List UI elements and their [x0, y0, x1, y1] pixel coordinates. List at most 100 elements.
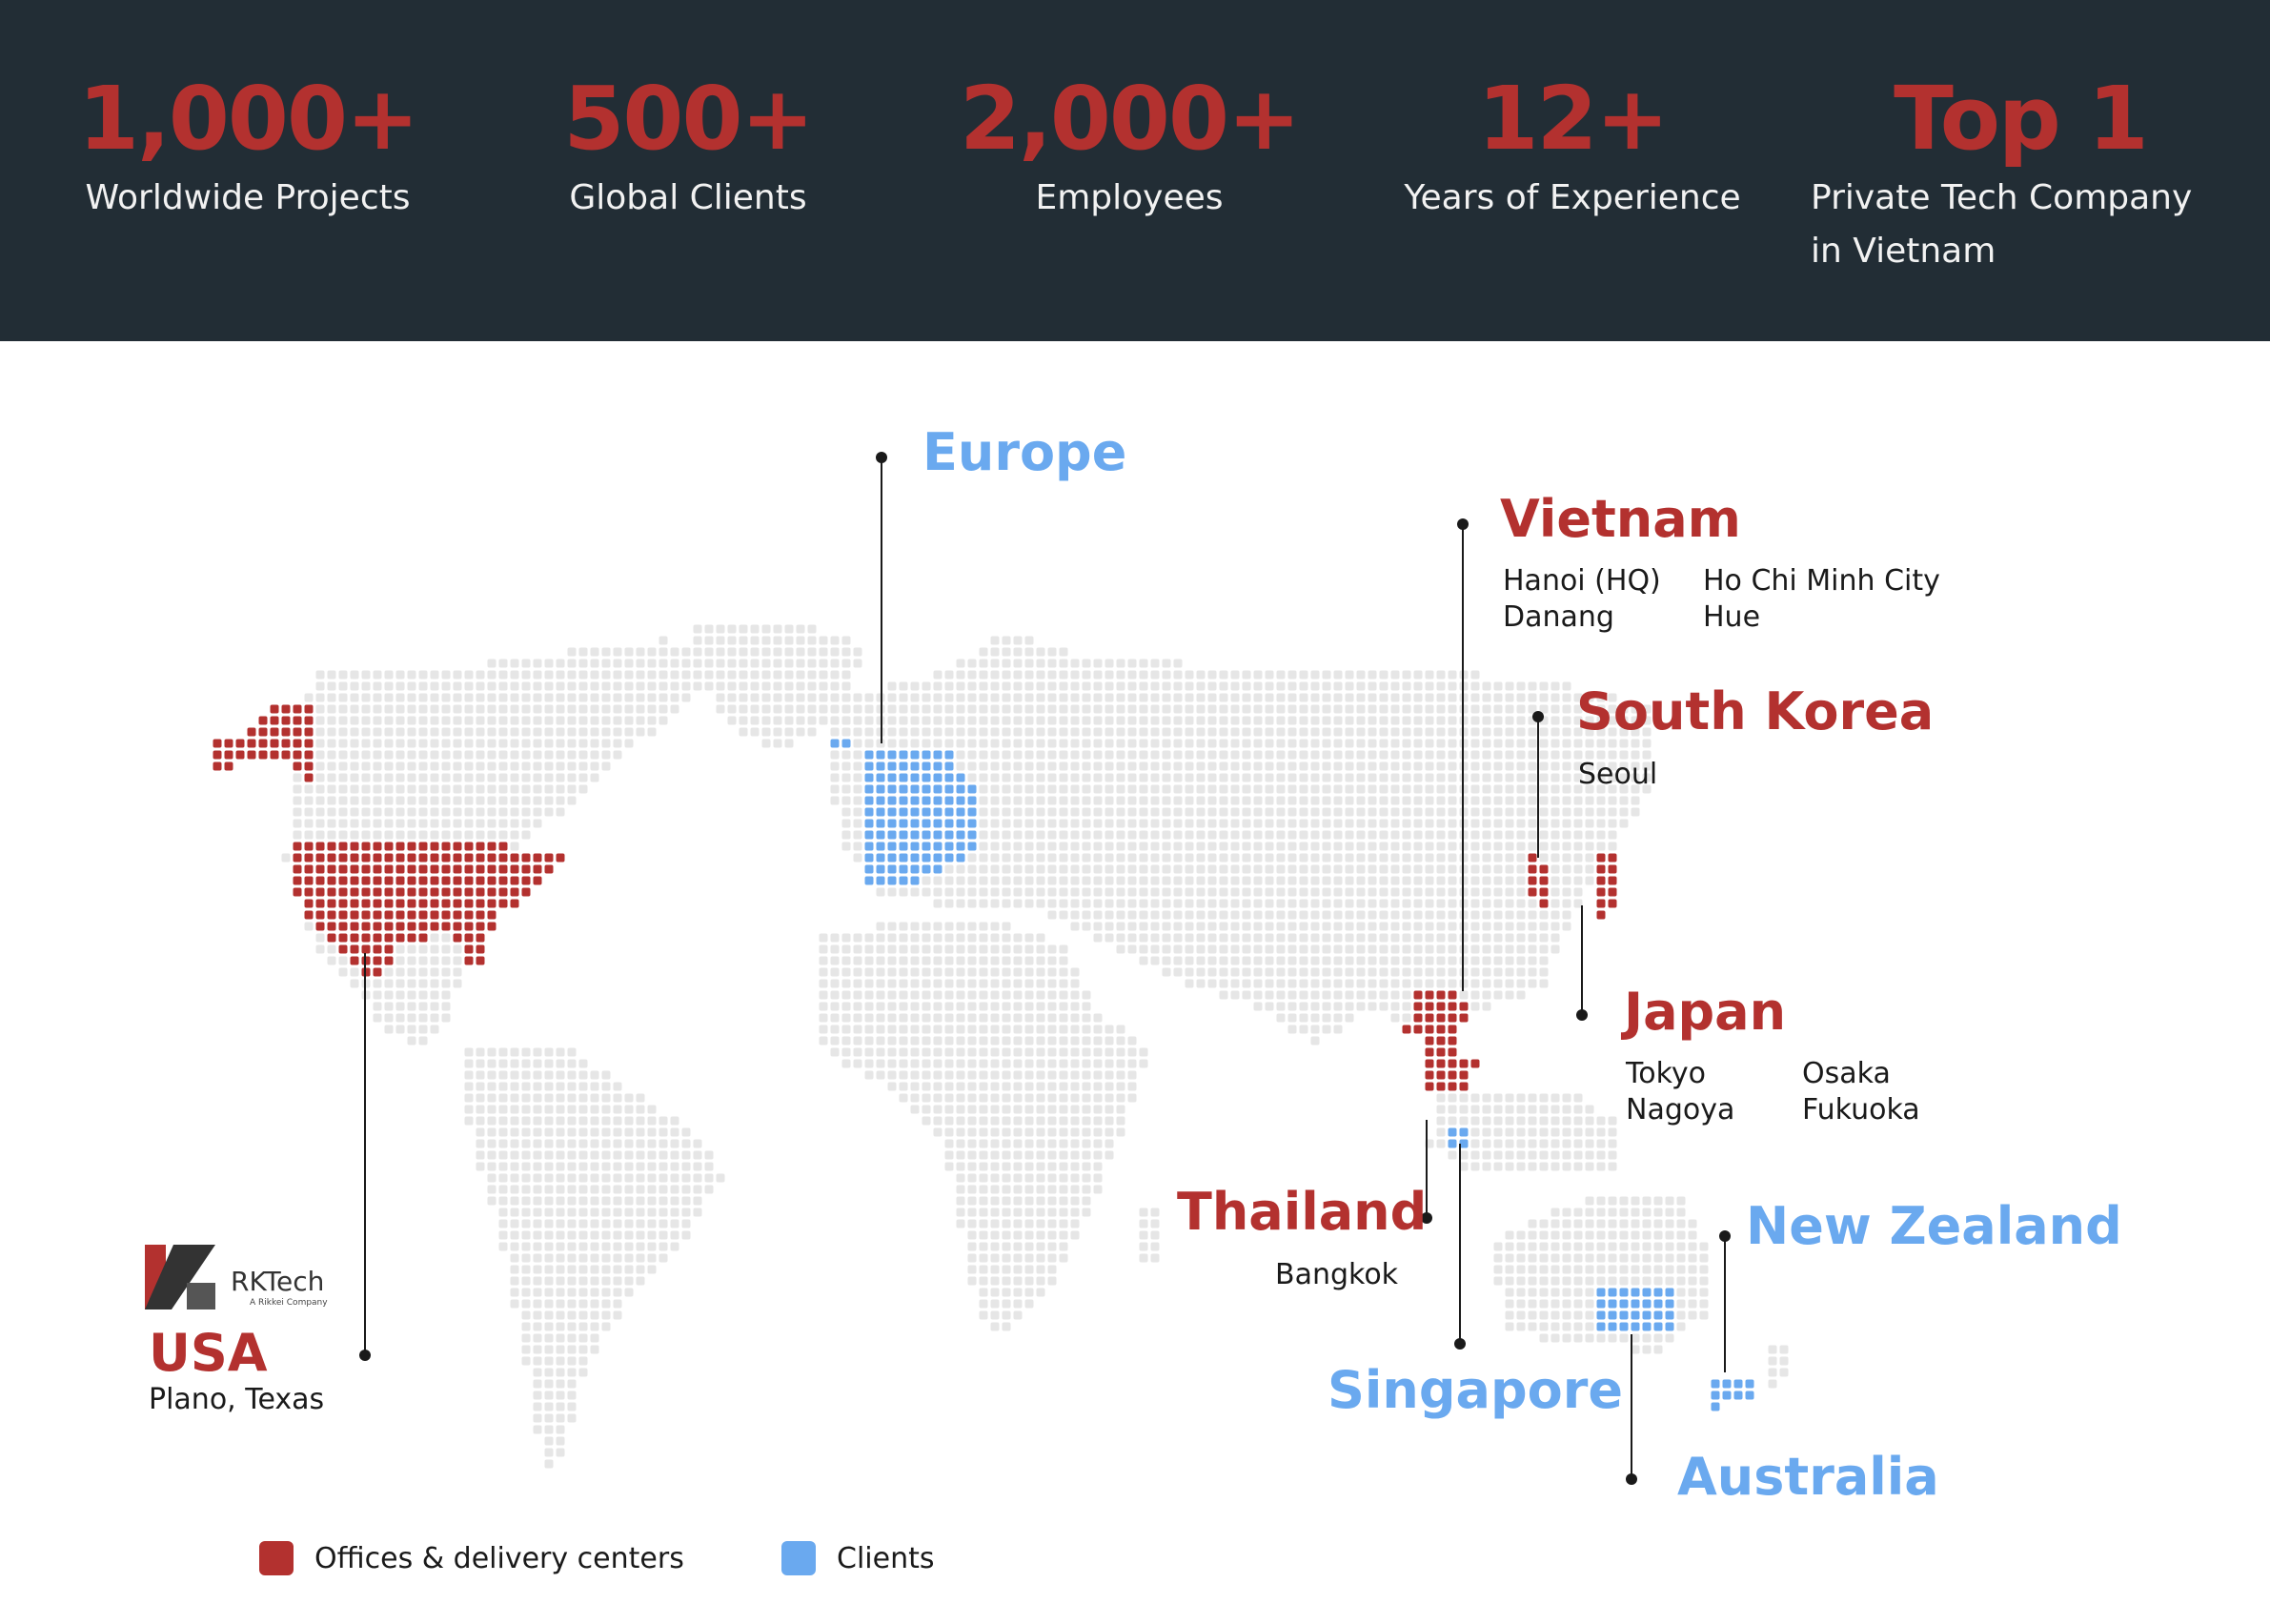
map-dot [1024, 990, 1034, 1000]
map-dot [487, 910, 497, 920]
map-dot [1230, 784, 1240, 794]
map-dot [304, 727, 314, 737]
map-dot [1310, 967, 1320, 977]
map-dot [521, 704, 531, 714]
map-dot [739, 681, 748, 691]
map-dot [476, 1059, 485, 1068]
map-dot [1013, 819, 1023, 828]
map-dot [476, 1139, 485, 1148]
map-dot [1253, 750, 1263, 760]
map-dot [1425, 796, 1434, 805]
map-dot [521, 681, 531, 691]
map-dot [1436, 990, 1446, 1000]
map-dot [384, 956, 394, 965]
map-dot [1013, 1173, 1023, 1183]
map-dot [956, 1047, 965, 1057]
map-dot [979, 750, 988, 760]
map-dot [1779, 1356, 1789, 1366]
map-dot [910, 819, 920, 828]
map-dot [1608, 864, 1617, 874]
map-dot [1493, 1116, 1503, 1126]
map-dot [1745, 1379, 1754, 1389]
map-dot [1596, 693, 1606, 702]
map-dot [270, 716, 279, 725]
map-dot [1299, 922, 1308, 931]
map-dot [1390, 704, 1400, 714]
map-dot [1276, 910, 1286, 920]
logo-subtitle: A Rikkei Company [250, 1298, 328, 1308]
map-dot [1013, 944, 1023, 954]
map-dot [498, 1105, 508, 1114]
map-dot [670, 1208, 679, 1217]
legend-label: Clients [837, 1541, 935, 1575]
map-dot [1425, 1036, 1434, 1045]
map-dot [1036, 864, 1045, 874]
map-dot [830, 979, 840, 988]
map-dot [1173, 967, 1183, 977]
map-dot [1127, 693, 1137, 702]
map-dot [430, 910, 439, 920]
map-dot [1608, 1276, 1617, 1286]
map-dot [476, 1127, 485, 1137]
map-dot [1150, 1230, 1160, 1240]
map-dot [1470, 1002, 1480, 1011]
map-dot [544, 1093, 554, 1103]
map-dot [1333, 819, 1343, 828]
map-dot [1024, 944, 1034, 954]
map-dot [601, 1253, 611, 1263]
map-dot [956, 922, 965, 931]
map-dot [899, 887, 908, 897]
map-dot [1619, 819, 1629, 828]
map-dot [1699, 1265, 1709, 1274]
map-dot [1608, 1139, 1617, 1148]
map-dot [1356, 716, 1366, 725]
map-dot [601, 716, 611, 725]
map-dot [1105, 796, 1114, 805]
map-dot [1470, 899, 1480, 908]
map-dot [1402, 670, 1411, 680]
map-dot [1082, 784, 1091, 794]
map-dot [956, 716, 965, 725]
map-dot [578, 1322, 588, 1331]
map-dot [1162, 967, 1171, 977]
map-dot [1368, 727, 1377, 737]
map-dot [1562, 1242, 1571, 1251]
map-dot [361, 716, 371, 725]
map-dot [1539, 1230, 1549, 1240]
map-dot [1665, 1288, 1674, 1297]
map-dot [1516, 1127, 1526, 1137]
map-dot [899, 1002, 908, 1011]
map-dot [841, 670, 851, 680]
map-dot [1505, 807, 1514, 817]
map-dot [944, 727, 954, 737]
map-dot [1139, 1059, 1148, 1068]
map-dot [841, 967, 851, 977]
map-dot [899, 967, 908, 977]
map-dot [498, 1208, 508, 1217]
map-dot [933, 773, 942, 782]
map-dot [1253, 922, 1263, 931]
map-dot [1345, 830, 1354, 840]
map-dot [1470, 922, 1480, 931]
map-dot [864, 796, 874, 805]
map-dot [578, 1116, 588, 1126]
map-dot [910, 1036, 920, 1045]
map-dot [727, 636, 737, 645]
map-dot [1196, 773, 1206, 782]
map-dot [1310, 979, 1320, 988]
map-dot [1047, 1208, 1057, 1217]
map-dot [1345, 761, 1354, 771]
map-dot [361, 944, 371, 954]
map-dot [338, 830, 348, 840]
map-dot [659, 1127, 668, 1137]
map-dot [1059, 1219, 1068, 1228]
map-dot [1036, 670, 1045, 680]
map-dot [887, 864, 897, 874]
map-dot [567, 1047, 577, 1057]
map-dot [1356, 693, 1366, 702]
map-dot [395, 807, 405, 817]
map-dot [1631, 807, 1640, 817]
map-dot [578, 1082, 588, 1091]
map-dot [1219, 704, 1228, 714]
map-dot [1356, 704, 1366, 714]
